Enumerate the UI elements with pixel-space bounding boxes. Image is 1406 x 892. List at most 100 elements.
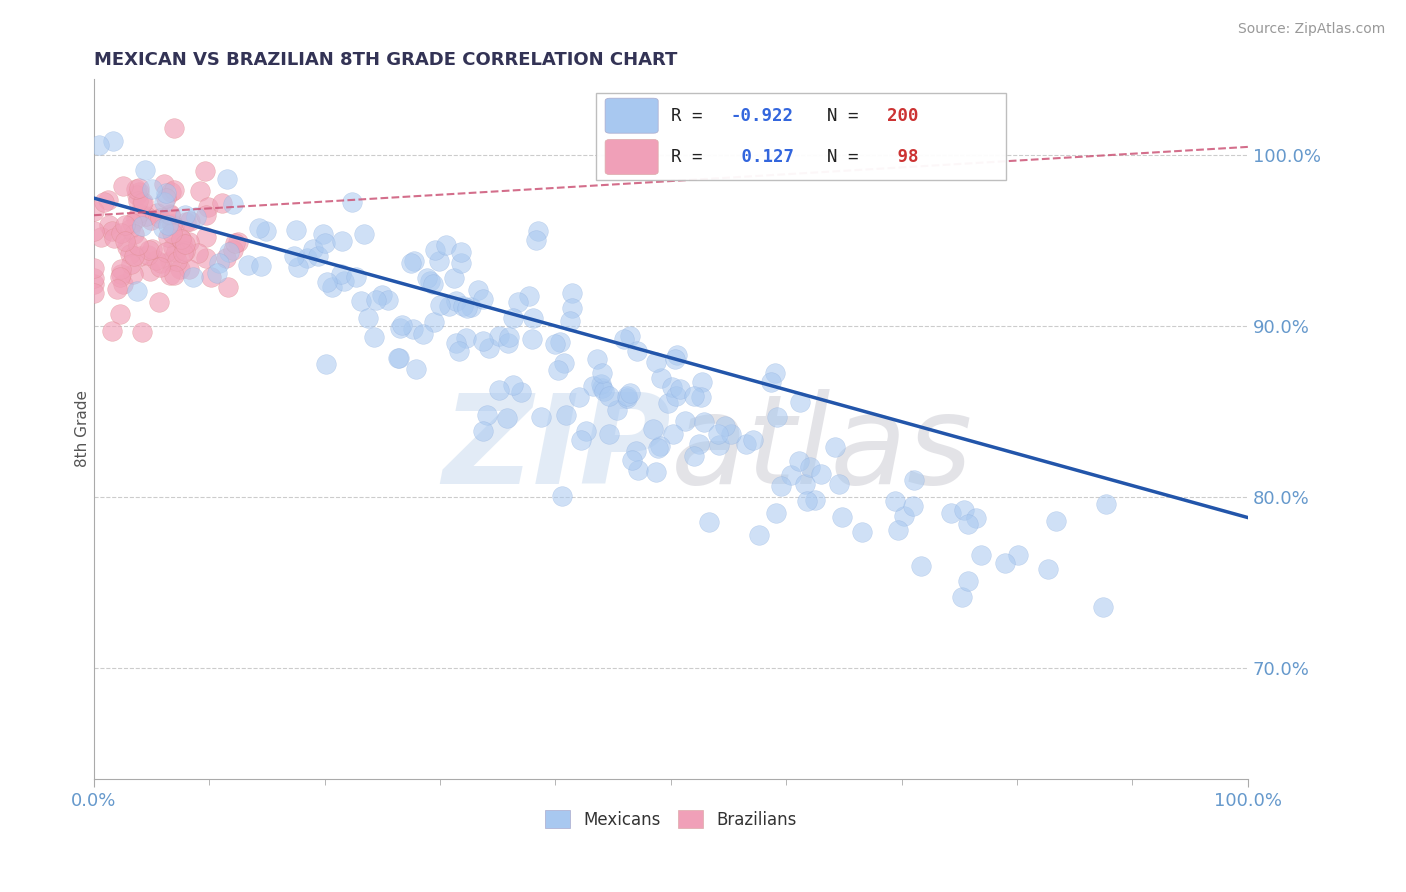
Point [200,270,222,285]
Text: ZIP: ZIP [441,389,671,510]
Point [179,214,201,228]
Point [742,434,765,448]
Point [205,266,228,280]
Point [83,277,105,292]
Point [128,185,150,199]
Point [748,527,770,541]
Point [314,235,336,250]
Point [177,235,200,249]
Point [141,243,163,257]
Point [759,375,782,389]
Point [509,384,531,399]
Point [110,261,132,276]
Point [1095,497,1118,511]
Point [254,224,277,238]
Point [236,258,259,272]
Point [247,220,270,235]
Point [401,322,423,336]
Point [405,362,427,376]
Point [224,235,246,250]
Point [467,283,489,297]
Point [120,257,142,271]
Point [312,227,335,242]
Point [472,424,495,438]
Point [103,134,125,148]
Point [598,389,620,403]
Point [707,438,730,452]
Point [108,307,131,321]
Point [593,384,616,399]
Text: N =: N = [827,148,869,166]
Text: 200: 200 [887,107,918,125]
Point [197,201,219,215]
Point [650,371,672,385]
Point [125,182,148,196]
Point [110,267,132,281]
Point [648,439,671,453]
Point [166,254,188,268]
Point [87,138,110,153]
Point [508,295,530,310]
Point [547,363,569,377]
Point [419,274,441,288]
Point [683,449,706,463]
Point [779,468,801,483]
Point [488,328,510,343]
Point [330,235,353,249]
Point [377,293,399,307]
Point [883,494,905,508]
Point [734,436,756,450]
Point [170,232,193,246]
Point [149,211,172,225]
Point [131,325,153,339]
Point [498,330,520,344]
Point [153,195,176,210]
Point [437,299,460,313]
Text: N =: N = [827,107,869,125]
Point [114,234,136,248]
Point [763,366,786,380]
Point [194,251,217,265]
Point [222,243,245,257]
Point [1091,600,1114,615]
Point [353,227,375,241]
Point [249,260,271,274]
Point [412,327,434,342]
Point [527,224,550,238]
Point [522,311,544,326]
Point [517,288,540,302]
Point [110,227,132,241]
Point [350,293,373,308]
Point [657,395,679,409]
Point [619,328,641,343]
Point [994,556,1017,570]
Point [616,389,638,403]
Point [156,229,179,244]
Point [647,442,669,456]
Point [170,231,193,245]
Point [364,293,387,307]
Point [128,180,150,194]
Point [134,163,156,178]
Point [956,517,979,532]
Point [173,244,195,258]
Point [522,332,544,346]
Point [669,382,692,396]
Point [135,209,157,223]
Point [128,206,150,220]
Point [450,256,472,270]
Point [796,493,818,508]
Legend: Mexicans, Brazilians: Mexicans, Brazilians [540,805,801,834]
Point [502,378,524,392]
Point [153,178,176,192]
Point [613,332,636,346]
Point [172,245,194,260]
Point [970,548,993,562]
Point [159,208,181,222]
Point [162,217,184,231]
Point [139,213,162,227]
Point [606,403,628,417]
Point [799,460,821,475]
Point [152,220,174,235]
Point [692,376,714,390]
